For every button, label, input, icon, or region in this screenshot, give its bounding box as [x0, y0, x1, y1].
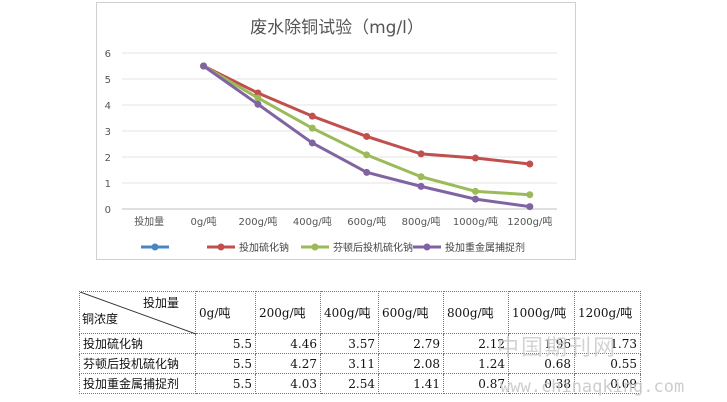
table-cell: 2.08 — [379, 354, 444, 374]
column-header: 200g/吨 — [256, 292, 321, 334]
table-cell: 2.54 — [321, 374, 379, 394]
y-tick-label: 3 — [105, 127, 111, 138]
data-point — [472, 196, 479, 203]
x-tick-label: 600g/吨 — [347, 215, 386, 228]
data-point — [526, 191, 533, 198]
watermark-text: 中国期刊网 — [497, 330, 617, 362]
y-tick-label: 2 — [105, 153, 111, 164]
x-tick-label: 投加量 — [134, 215, 164, 228]
table-cell: 3.11 — [321, 354, 379, 374]
data-point — [526, 161, 533, 168]
table-cell: 3.57 — [321, 334, 379, 354]
table-cell: 5.5 — [196, 374, 256, 394]
data-point — [472, 188, 479, 195]
table-cell: 1.41 — [379, 374, 444, 394]
header-top-label: 投加量 — [143, 294, 179, 311]
column-header: 600g/吨 — [379, 292, 444, 334]
y-tick-label: 5 — [105, 75, 111, 86]
x-tick-label: 400g/吨 — [293, 215, 332, 228]
data-point — [309, 125, 316, 132]
data-point — [309, 139, 316, 146]
column-header: 400g/吨 — [321, 292, 379, 334]
data-point — [363, 151, 370, 158]
column-header: 800g/吨 — [444, 292, 509, 334]
y-tick-label: 6 — [105, 49, 111, 60]
x-tick-label: 0g/吨 — [191, 215, 217, 228]
table-cell: 0.87 — [444, 374, 509, 394]
table-cell: 4.03 — [256, 374, 321, 394]
table-cell: 5.5 — [196, 334, 256, 354]
legend-label: 芬顿后投机硫化钠 — [333, 241, 413, 254]
table-cell: 2.79 — [379, 334, 444, 354]
data-point — [254, 101, 261, 108]
data-point — [418, 183, 425, 190]
y-tick-label: 1 — [105, 179, 111, 190]
header-bottom-label: 铜浓度 — [82, 310, 118, 327]
row-label: 芬顿后投机硫化钠 — [80, 354, 196, 374]
series-line — [204, 66, 530, 164]
legend-marker — [312, 244, 319, 251]
chart-area: 废水除铜试验（mg/l） 0 1 2 3 4 5 6 投加量 0g/吨 200g/吨 400g/吨 60… — [96, 2, 576, 260]
diagonal-header-cell: 投加量 铜浓度 — [80, 292, 196, 334]
data-point — [418, 173, 425, 180]
column-header: 0g/吨 — [196, 292, 256, 334]
data-point — [363, 133, 370, 140]
x-tick-label: 1000g/吨 — [453, 215, 498, 228]
legend-marker — [424, 244, 431, 251]
table-cell: 4.27 — [256, 354, 321, 374]
data-point — [526, 203, 533, 210]
data-point — [363, 169, 370, 176]
y-tick-label: 4 — [105, 101, 111, 112]
table-cell: 5.5 — [196, 354, 256, 374]
watermark-url: www.chinaqking.com — [500, 377, 684, 397]
chart-title: 废水除铜试验（mg/l） — [250, 18, 424, 38]
column-header: 1200g/吨 — [575, 292, 641, 334]
y-tick-label: 0 — [105, 205, 111, 216]
table-header-row: 投加量 铜浓度 0g/吨 200g/吨 400g/吨 600g/吨 800g/吨… — [80, 292, 641, 334]
row-label: 投加重金属捕捉剂 — [80, 374, 196, 394]
legend-marker — [218, 244, 225, 251]
legend-label: 投加重金属捕捉剂 — [445, 241, 525, 254]
legend-label: 投加硫化钠 — [239, 241, 289, 254]
legend-marker — [152, 244, 159, 251]
x-tick-label: 1200g/吨 — [507, 215, 552, 228]
data-point — [472, 155, 479, 162]
data-point — [254, 94, 261, 101]
data-point — [200, 63, 207, 70]
x-tick-label: 800g/吨 — [402, 215, 441, 228]
x-tick-label: 200g/吨 — [239, 215, 278, 228]
row-label: 投加硫化钠 — [80, 334, 196, 354]
data-point — [309, 113, 316, 120]
line-chart: 废水除铜试验（mg/l） 0 1 2 3 4 5 6 投加量 0g/吨 200g/吨 400g/吨 60… — [97, 3, 577, 261]
data-point — [418, 150, 425, 157]
column-header: 1000g/吨 — [509, 292, 575, 334]
table-cell: 4.46 — [256, 334, 321, 354]
